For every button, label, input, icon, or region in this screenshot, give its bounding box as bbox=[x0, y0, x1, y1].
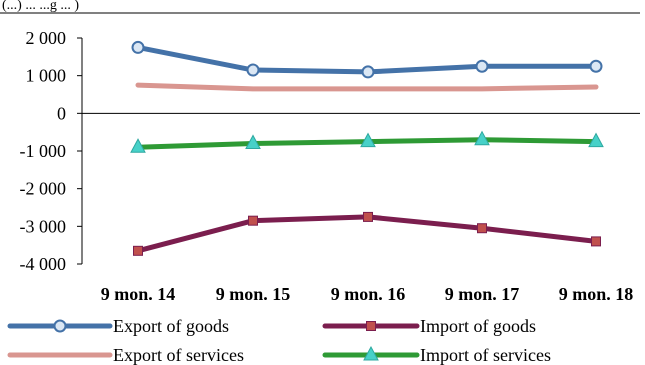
data-point bbox=[589, 59, 603, 73]
y-tick-label: -2 000 bbox=[20, 179, 67, 199]
data-point bbox=[246, 63, 260, 77]
series-import-of-services bbox=[130, 130, 604, 153]
series-line bbox=[135, 82, 599, 92]
legend-marker bbox=[363, 345, 379, 361]
data-point bbox=[363, 211, 373, 222]
y-axis: 2 000 1 000 0 -1 000 -2 000 -3 000 -4 000 bbox=[20, 28, 83, 274]
series-line bbox=[135, 214, 599, 254]
x-axis: 9 mon. 14 9 mon. 15 9 mon. 16 9 mon. 17 9 mo… bbox=[82, 112, 640, 304]
legend-item: Import of goods bbox=[322, 316, 536, 336]
legend-marker bbox=[53, 319, 67, 333]
y-tick-label: 0 bbox=[57, 103, 66, 123]
legend-label: Export of goods bbox=[113, 316, 229, 336]
data-point bbox=[131, 40, 145, 54]
data-point bbox=[245, 134, 261, 149]
y-tick-label: -3 000 bbox=[20, 216, 67, 236]
series-export-of-services bbox=[135, 82, 599, 92]
header-text-fragment: (...) ... ...g ... ) bbox=[2, 0, 79, 13]
data-point bbox=[360, 132, 376, 148]
y-tick-label: 2 000 bbox=[26, 28, 67, 48]
series-import-of-goods bbox=[133, 211, 601, 256]
x-tick-label: 9 mon. 15 bbox=[216, 284, 291, 304]
data-point bbox=[477, 223, 487, 234]
y-tick-label: -4 000 bbox=[20, 254, 67, 274]
series-group bbox=[130, 40, 604, 256]
data-point bbox=[361, 65, 375, 79]
legend-item: Export of goods bbox=[7, 316, 229, 336]
data-point bbox=[588, 132, 604, 148]
data-point bbox=[130, 138, 146, 153]
legend-label: Import of services bbox=[420, 345, 551, 365]
legend-marker bbox=[366, 321, 376, 331]
x-tick-label: 9 mon. 16 bbox=[331, 284, 406, 304]
legend: Export of goods Import of goods Export of … bbox=[7, 316, 551, 365]
x-tick-label: 9 mon. 17 bbox=[445, 284, 520, 304]
y-tick-label: 1 000 bbox=[26, 66, 67, 86]
x-tick-label: 9 mon. 18 bbox=[559, 284, 634, 304]
data-point bbox=[248, 215, 258, 226]
data-point bbox=[133, 245, 143, 256]
series-export-of-goods bbox=[131, 40, 603, 79]
data-point bbox=[475, 59, 489, 73]
legend-label: Export of services bbox=[113, 345, 244, 365]
data-point bbox=[474, 130, 490, 146]
legend-item: Export of services bbox=[7, 345, 244, 365]
data-point bbox=[591, 236, 601, 247]
legend-label: Import of goods bbox=[420, 316, 536, 336]
x-tick-label: 9 mon. 14 bbox=[101, 284, 176, 304]
y-tick-label: -1 000 bbox=[20, 141, 67, 161]
legend-item: Import of services bbox=[322, 345, 551, 365]
